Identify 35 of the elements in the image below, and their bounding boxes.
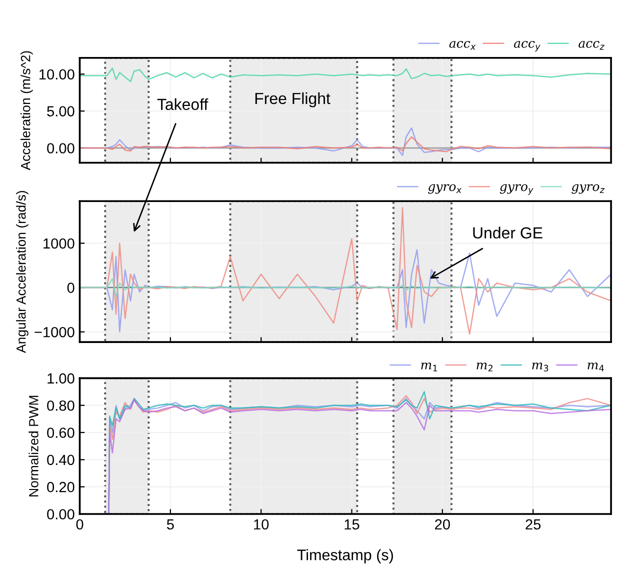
y-tick-label: 0.40 [47, 454, 74, 466]
y-tick-label: 0.20 [47, 482, 74, 492]
x-axis-title: Timestamp (s) [297, 549, 393, 564]
x-tick-label: 10 [254, 519, 269, 530]
x-tick-label: 15 [344, 519, 360, 530]
legend-label: m$_{4}$ [588, 362, 604, 372]
y-tick-label: 0 [67, 282, 74, 293]
y-axis-title: Normalized PWM [28, 396, 38, 496]
y-tick-label: 0.80 [47, 400, 74, 411]
legend-label: m$_{3}$ [532, 362, 548, 372]
legend-label: m$_{1}$ [421, 362, 438, 372]
legend-label: gyro$_{y}$ [500, 184, 534, 195]
y-tick-label: −1000 [34, 326, 74, 338]
annotation: Takeoff [157, 98, 208, 110]
legend-label: acc$_{x}$ [449, 41, 476, 50]
y-tick-label: 0.60 [47, 428, 74, 438]
y-axis-title: Acceleration (m/s^2) [20, 51, 33, 170]
y-tick-label: 1.00 [48, 373, 74, 384]
legend-label: m$_{2}$ [476, 362, 492, 372]
annotation: Under GE [473, 226, 542, 239]
legend-label: acc$_{y}$ [514, 41, 540, 52]
legend-label: acc$_{z}$ [578, 41, 604, 50]
y-tick-label: 1000 [44, 238, 74, 249]
y-tick-label: 0.00 [47, 143, 74, 154]
annotation: Free Flight [255, 92, 330, 108]
y-tick-label: 10.00 [40, 69, 74, 80]
x-tick-label: 25 [526, 519, 541, 530]
x-tick-label: 0 [76, 519, 84, 530]
legend-label: gyro$_{z}$ [572, 184, 605, 194]
y-tick-label: 0.00 [47, 509, 74, 520]
x-tick-label: 5 [166, 519, 174, 530]
x-tick-label: 20 [435, 519, 450, 530]
y-axis-title: Angular Acceleration (rad/s) [16, 191, 28, 353]
y-tick-label: 5.00 [47, 106, 74, 116]
legend-label: gyro$_{x}$ [428, 184, 462, 194]
